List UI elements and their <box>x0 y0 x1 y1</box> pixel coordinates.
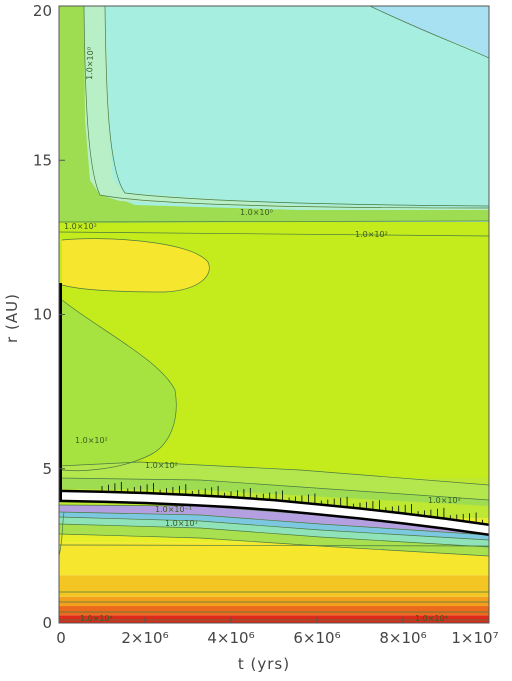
color-band-1 <box>59 606 489 616</box>
y-axis: 0 5 10 15 20 <box>33 2 65 632</box>
y-tick-label: 0 <box>42 614 52 632</box>
contour-label: 1.0×10² <box>64 222 97 231</box>
plot-area: 1.0×10⁰ 1.0×10⁰ 1.0×10² 1.0×10² 1.0×10² … <box>59 6 489 623</box>
contour-label: 1.0×10⁴ <box>80 614 113 623</box>
contour-label: 1.0×10² <box>145 461 178 470</box>
green-lobe <box>62 300 177 471</box>
x-tick-label: 0 <box>56 629 66 647</box>
yellow-lobe <box>62 238 210 292</box>
y-tick-label: 20 <box>33 2 52 20</box>
green-region-upper <box>59 6 489 223</box>
contour-line <box>369 6 489 59</box>
contour-label: 1.0×10¹ <box>165 519 198 528</box>
green-band <box>59 478 489 506</box>
x-tick-label: 2×10⁶ <box>121 629 168 647</box>
color-band-0 <box>59 615 489 623</box>
contour-label: 1.0×10² <box>355 230 388 239</box>
y-tick-label: 10 <box>33 306 52 324</box>
x-tick-label: 4×10⁶ <box>207 629 254 647</box>
x-tick-label: 1×10⁷ <box>451 629 498 647</box>
contour-line <box>104 6 489 207</box>
x-axis: 0 2×10⁶ 4×10⁶ 6×10⁶ 8×10⁶ 1×10⁷ <box>56 617 499 647</box>
contour-line <box>59 231 489 237</box>
contour-labels: 1.0×10⁰ 1.0×10⁰ 1.0×10² 1.0×10² 1.0×10² … <box>64 47 461 623</box>
contour-line <box>61 299 177 471</box>
blue-band <box>59 512 489 540</box>
purple-band <box>59 505 489 535</box>
y-tick-label: 5 <box>42 460 52 478</box>
contour-line <box>83 6 489 209</box>
x-axis-label: t (yrs) <box>238 655 290 673</box>
color-band-2 <box>59 596 489 607</box>
ice-line-black-bottom <box>59 499 489 537</box>
color-band-3 <box>59 575 489 597</box>
contour-line <box>59 523 489 548</box>
ice-line-noise <box>101 481 489 525</box>
light-green-band <box>59 462 489 500</box>
contour-line <box>59 477 489 501</box>
contour-label: 1.0×10² <box>75 436 108 445</box>
contour-line <box>59 220 489 223</box>
contour-label: 1.0×10⁴ <box>415 614 448 623</box>
contour-label: 1.0×10⁰ <box>240 208 273 217</box>
contour-line <box>59 511 489 536</box>
contour-line <box>61 238 210 293</box>
ice-line-black-top <box>59 489 489 527</box>
x-tick-label: 8×10⁶ <box>379 629 426 647</box>
contour-line <box>59 516 489 541</box>
contour-fills <box>59 6 489 556</box>
contour-line <box>59 511 65 557</box>
blue-corner <box>370 6 489 58</box>
teal-band <box>59 517 489 547</box>
contour-label: 1.0×10⁰ <box>85 47 95 80</box>
x-tick-label: 6×10⁶ <box>293 629 340 647</box>
y-axis-label: r (AU) <box>3 293 21 343</box>
contour-line <box>59 544 489 547</box>
contour-label: 1.0×10² <box>428 496 461 505</box>
contour-line <box>59 461 489 486</box>
y-tick-label: 15 <box>33 151 52 169</box>
contour-line <box>59 533 489 557</box>
ice-line-white-band <box>59 490 489 535</box>
cyan-region <box>105 6 489 208</box>
green-lower-band <box>59 524 489 556</box>
contour-label: 1.0×10⁻¹ <box>155 505 192 514</box>
ice-line-group <box>59 481 489 537</box>
